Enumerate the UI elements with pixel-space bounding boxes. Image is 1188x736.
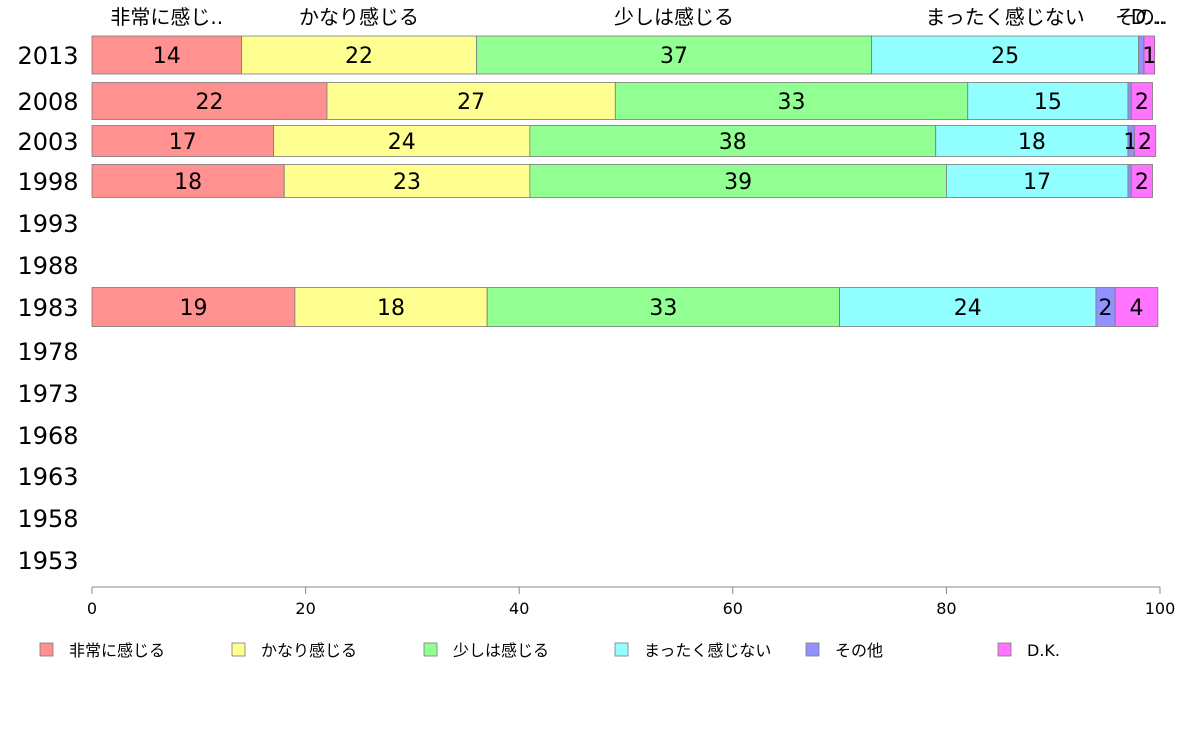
year-label: 1993 — [17, 210, 78, 238]
bar-value-label: 37 — [660, 44, 688, 69]
bar-value-label: 2 — [1099, 296, 1113, 321]
bar-value-label: 39 — [724, 170, 752, 195]
bar-segment — [91, 164, 285, 198]
bar-value-label: 18 — [174, 170, 202, 195]
bars: 14 22 37 25 122 27 33 15 217 24 38 18 1 218 23 39 17 219 1… — [91, 35, 1159, 327]
bar-value-label: 22 — [195, 90, 223, 115]
series-header-label: かなり感じる — [299, 5, 419, 29]
legend-label: かなり感じる — [261, 641, 357, 660]
x-tick-label: 60 — [723, 599, 743, 618]
bar-segment — [614, 82, 969, 120]
bar-value-label: 14 — [153, 44, 181, 69]
bar-value-label: 2 — [1135, 90, 1149, 115]
year-label: 2013 — [17, 42, 78, 70]
bar-value-label: 1 — [1142, 44, 1156, 69]
year-label: 2008 — [17, 88, 78, 116]
year-label: 1978 — [17, 338, 78, 366]
bar-segment — [91, 82, 328, 120]
series-header-label: まったく感じない — [926, 5, 1085, 29]
bar-segment — [967, 82, 1129, 120]
bar-value-label: 4 — [1130, 296, 1144, 321]
bar-segment — [326, 82, 616, 120]
year-label: 1973 — [17, 380, 78, 408]
x-tick-label: 100 — [1145, 599, 1176, 618]
year-label: 1963 — [17, 463, 78, 491]
bar-value-label: 17 — [169, 130, 197, 155]
legend-swatch — [231, 642, 246, 657]
bar-value-label: 2 — [1135, 170, 1149, 195]
bar-segment — [283, 164, 531, 198]
bar-value-label: 1 — [1123, 130, 1137, 155]
x-tick-label: 40 — [509, 599, 529, 618]
year-label: 1953 — [17, 547, 78, 575]
bar-value-label: 22 — [345, 44, 373, 69]
legend-swatch — [423, 642, 438, 657]
legend-label: まったく感じない — [644, 641, 771, 660]
legend-swatch — [39, 642, 54, 657]
x-tick-label: 0 — [87, 599, 97, 618]
bar-segment — [476, 35, 873, 75]
bar-value-label: 18 — [1018, 130, 1046, 155]
x-tick-label: 80 — [936, 599, 956, 618]
year-label: 1988 — [17, 252, 78, 280]
year-axis-labels: 2013 2008 2003 1998 1993 1988 1983 1978 1973 1968… — [17, 42, 78, 575]
x-tick-label: 20 — [295, 599, 315, 618]
bar-segment — [1143, 35, 1156, 75]
legend-label: その他 — [835, 641, 883, 660]
legend-label: 少しは感じる — [453, 641, 549, 660]
bar-segment — [529, 164, 947, 198]
bar-value-label: 24 — [954, 296, 982, 321]
series-header-label: 非常に感じ.. — [110, 5, 223, 29]
bar-value-label: 33 — [778, 90, 806, 115]
x-axis: 0 20 40 60 80 100 — [87, 586, 1176, 618]
bar-segment — [1127, 82, 1132, 120]
bar-segment — [871, 35, 1140, 75]
bar-segment — [273, 125, 531, 157]
bar-value-label: 24 — [388, 130, 416, 155]
bar-segment — [1130, 164, 1153, 198]
year-label: 1998 — [17, 168, 78, 196]
bar-segment — [1130, 82, 1153, 120]
bar-value-label: 2 — [1138, 130, 1152, 155]
series-header-labels: 非常に感じ.. かなり感じる 少しは感じる まったく感じない その..D... — [110, 5, 1167, 29]
series-header-label: 少しは感じる — [614, 5, 734, 29]
bar-segment — [935, 125, 1129, 157]
bar-value-label: 19 — [179, 296, 207, 321]
bar-segment — [294, 287, 488, 327]
bar-value-label: 25 — [991, 44, 1019, 69]
bar-value-label: 27 — [457, 90, 485, 115]
bar-segment — [241, 35, 477, 75]
bar-value-label: 38 — [719, 130, 747, 155]
bar-segment — [91, 287, 296, 327]
bar-value-label: 23 — [393, 170, 421, 195]
legend-swatch — [997, 642, 1012, 657]
legend-label: D.K. — [1027, 641, 1060, 660]
bar-value-label: 17 — [1023, 170, 1051, 195]
legend-swatch — [805, 642, 820, 657]
legend-label: 非常に感じる — [69, 641, 165, 660]
bar-segment — [1114, 287, 1159, 327]
bar-segment — [1127, 164, 1132, 198]
bar-value-label: 15 — [1034, 90, 1062, 115]
bar-segment — [486, 287, 841, 327]
bar-value-label: 18 — [377, 296, 405, 321]
series-header-label: D... — [1131, 5, 1165, 29]
legend-swatch — [614, 642, 629, 657]
year-label: 1968 — [17, 422, 78, 450]
year-label: 1983 — [17, 294, 78, 322]
bar-segment — [91, 35, 242, 75]
series-header-label: その.. — [1115, 5, 1168, 29]
bar-value-label: 33 — [649, 296, 677, 321]
bar-segment — [1133, 125, 1157, 157]
year-label: 1958 — [17, 505, 78, 533]
year-label: 2003 — [17, 128, 78, 156]
legend: 非常に感じる かなり感じる 少しは感じる まったく感じない その他 D.K. — [39, 641, 1060, 660]
